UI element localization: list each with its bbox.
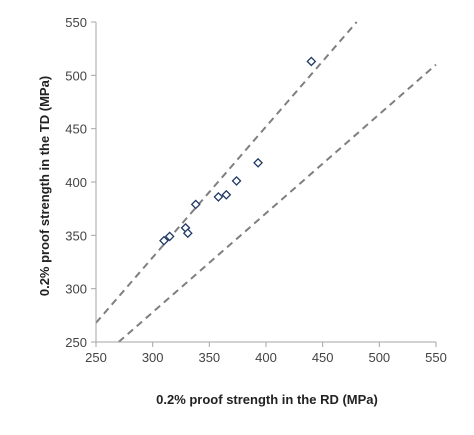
y-tick-label: 350 (65, 228, 87, 243)
x-tick-label: 300 (142, 350, 164, 365)
y-tick-labels: 250 300 350 400 450 500 550 (65, 15, 96, 350)
y-tick-label: 450 (65, 122, 87, 137)
data-point (182, 228, 193, 239)
y-axis-title: 0.2% proof strength in the TD (MPa) (37, 76, 52, 296)
data-point (164, 231, 175, 242)
y-tick-label: 300 (65, 282, 87, 297)
data-point (221, 189, 232, 200)
dashed-reference-line (118, 63, 437, 343)
x-tick-label: 500 (368, 350, 390, 365)
reference-lines (95, 21, 437, 343)
y-tick-label: 550 (65, 15, 87, 30)
data-point (306, 56, 317, 67)
x-tick-label: 450 (312, 350, 334, 365)
dashed-reference-line (95, 21, 358, 324)
x-tick-labels: 250 300 350 400 450 500 550 (85, 342, 447, 365)
data-point (190, 199, 201, 210)
data-point (231, 176, 242, 186)
x-tick-label: 350 (198, 350, 220, 365)
y-tick-label: 250 (65, 335, 87, 350)
x-tick-label: 250 (85, 350, 107, 365)
y-tick-label: 500 (65, 68, 87, 83)
x-axis-title: 0.2% proof strength in the RD (MPa) (156, 392, 378, 407)
data-point (253, 157, 263, 168)
x-tick-label: 550 (425, 350, 447, 365)
data-point (213, 192, 224, 202)
y-tick-label: 400 (65, 175, 87, 190)
axes (95, 22, 436, 343)
data-points (159, 56, 317, 246)
x-tick-label: 400 (255, 350, 277, 365)
data-point (159, 235, 169, 246)
